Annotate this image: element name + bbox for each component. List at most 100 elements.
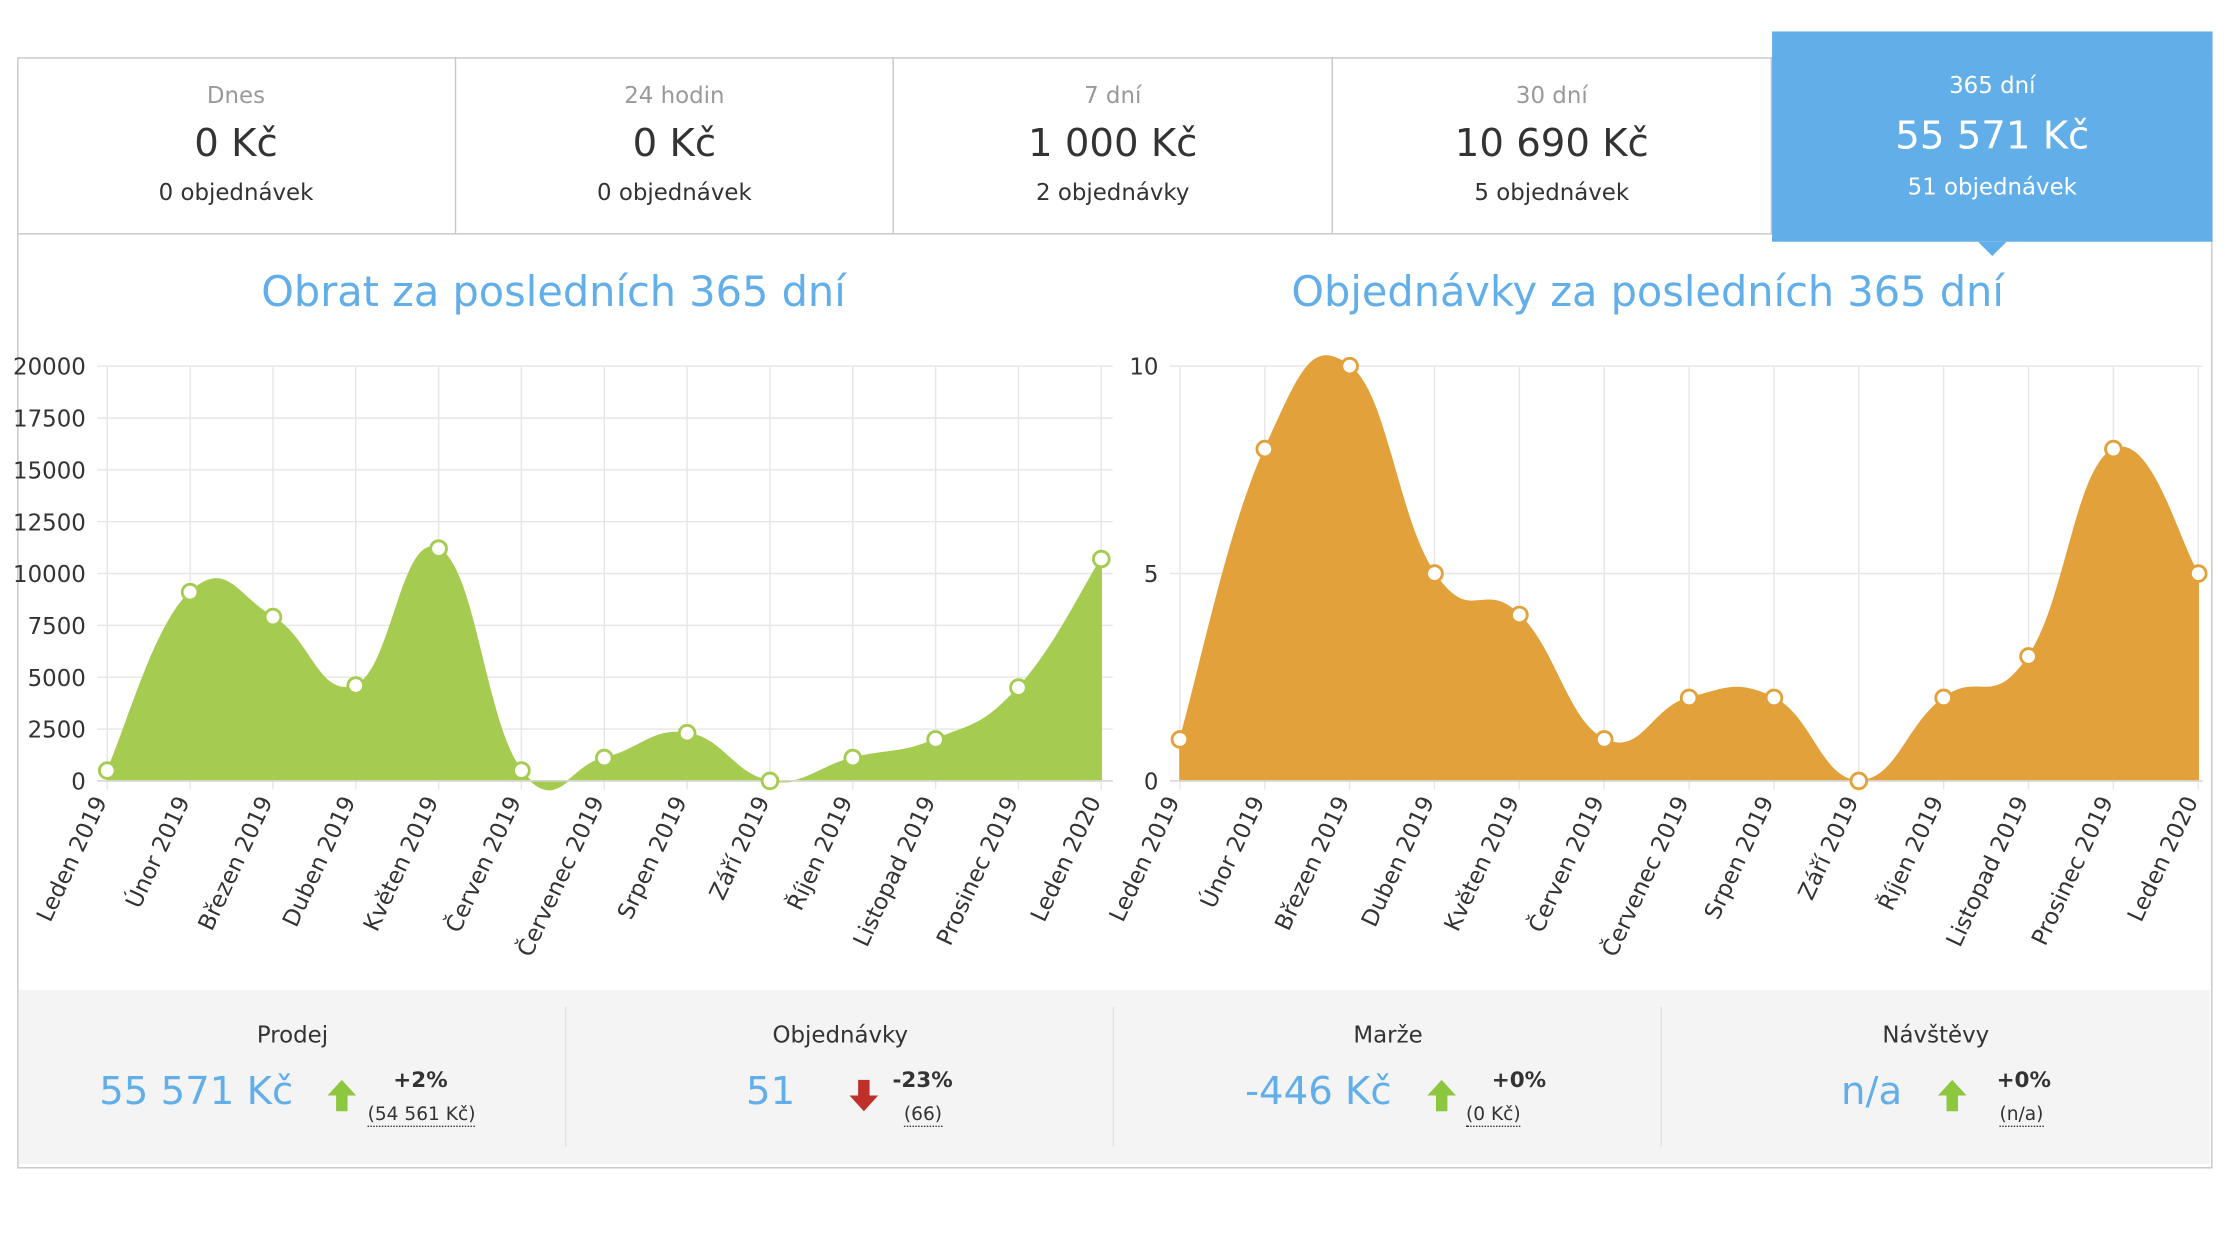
tab-30-days[interactable]: 30 dní 10 690 Kč 5 objednávek — [1332, 57, 1773, 235]
tab-label: Dnes — [206, 81, 266, 109]
orders-area — [1179, 355, 2199, 782]
revenue-data-point — [926, 730, 945, 749]
tab-365-days[interactable]: 365 dní 55 571 Kč 51 objednávek — [1772, 31, 2213, 257]
revenue-data-point — [594, 748, 614, 768]
tab-24-hours[interactable]: 24 hodin 0 Kč 0 objednávek — [456, 57, 894, 235]
x-tick-label: Červenec 2019 — [511, 792, 610, 961]
y-tick-label: 0 — [71, 769, 86, 795]
x-tick-label: Leden 2019 — [1105, 792, 1186, 925]
revenue-data-point — [512, 761, 531, 780]
y-tick-label: 15000 — [13, 458, 86, 484]
stat-label: Marže — [1353, 1021, 1423, 1049]
y-tick-label: 2500 — [28, 718, 86, 744]
revenue-data-point — [429, 539, 448, 558]
x-tick-label: Květen 2019 — [359, 792, 444, 935]
tab-revenue: 55 571 Kč — [1895, 114, 2090, 159]
y-tick-label: 0 — [1144, 769, 1159, 795]
stat-label: Návštěvy — [1882, 1021, 1990, 1049]
tab-orders: 0 objednávek — [158, 178, 314, 206]
stat-sales: Prodej 55 571 Kč +2% (54 561 Kč) — [19, 990, 567, 1164]
revenue-data-point — [843, 748, 863, 768]
stat-change: +2% — [393, 1066, 448, 1093]
x-tick-label: Listopad 2019 — [1942, 792, 2034, 950]
x-tick-label: Duben 2019 — [1357, 792, 1440, 931]
stat-previous[interactable]: (54 561 Kč) — [367, 1104, 476, 1128]
y-tick-label: 5 — [1144, 562, 1159, 588]
stat-change: +0% — [1491, 1066, 1547, 1093]
x-tick-label: Duben 2019 — [278, 792, 361, 931]
stat-previous[interactable]: (0 Kč) — [1465, 1104, 1521, 1128]
orders-data-point — [1510, 605, 1529, 625]
divider — [564, 1006, 567, 1148]
orders-data-point — [1425, 564, 1444, 583]
tab-7-days[interactable]: 7 dní 1 000 Kč 2 objednávky — [893, 57, 1333, 235]
orders-data-point — [1255, 439, 1275, 459]
stat-value: -446 Kč — [1245, 1069, 1392, 1115]
x-tick-label: Leden 2020 — [2123, 792, 2204, 925]
revenue-data-point — [263, 607, 283, 627]
tab-revenue: 0 Kč — [194, 121, 278, 166]
stat-change: +0% — [1996, 1066, 2052, 1093]
stat-label: Prodej — [256, 1021, 329, 1049]
y-tick-label: 12500 — [13, 510, 86, 536]
orders-data-point — [1934, 688, 1953, 708]
summary-stats: Prodej 55 571 Kč +2% (54 561 Kč) Objedná… — [18, 989, 2210, 1165]
orders-data-point — [1594, 730, 1614, 749]
x-tick-label: Srpen 2019 — [613, 792, 693, 923]
y-tick-label: 10 — [1129, 355, 1158, 381]
tab-label: 7 dní — [1084, 81, 1142, 109]
stat-previous[interactable]: (n/a) — [1999, 1104, 2044, 1128]
stat-orders: Objednávky 51 -23% (66) — [566, 990, 1115, 1164]
revenue-data-point — [1009, 678, 1028, 697]
x-tick-label: Říjen 2019 — [781, 792, 858, 915]
revenue-chart-title: Obrat za posledních 365 dní — [261, 267, 846, 317]
x-tick-label: Říjen 2019 — [1872, 792, 1949, 915]
active-tab-caret — [1977, 241, 2007, 257]
x-tick-label: Březen 2019 — [194, 792, 279, 934]
stat-value: 55 571 Kč — [99, 1069, 294, 1115]
arrow-up-icon — [327, 1079, 357, 1112]
x-tick-label: Květen 2019 — [1440, 792, 1525, 935]
x-tick-label: Červen 2019 — [439, 792, 527, 937]
x-tick-label: Červen 2019 — [1522, 792, 1610, 937]
x-tick-label: Prosinec 2019 — [2027, 792, 2119, 949]
tab-label: 30 dní — [1515, 81, 1588, 109]
x-tick-label: Červenec 2019 — [1596, 792, 1695, 961]
orders-data-point — [1170, 730, 1190, 749]
period-tabs: Dnes 0 Kč 0 objednávek 24 hodin 0 Kč 0 o… — [17, 31, 2213, 257]
tab-orders: 2 objednávky — [1036, 178, 1190, 206]
orders-data-point — [2188, 564, 2208, 583]
revenue-data-point — [180, 582, 200, 602]
stat-margin: Marže -446 Kč +0% (0 Kč) — [1114, 990, 1662, 1164]
stat-value: n/a — [1841, 1069, 1903, 1115]
x-tick-label: Listopad 2019 — [849, 792, 941, 950]
orders-chart-title: Objednávky za posledních 365 dní — [1291, 267, 2004, 317]
arrow-down-icon — [849, 1079, 879, 1112]
divider — [1660, 1006, 1662, 1148]
y-tick-label: 10000 — [13, 562, 86, 588]
x-tick-label: Leden 2020 — [1026, 792, 1107, 925]
y-tick-label: 20000 — [13, 355, 86, 381]
orders-data-point — [1340, 356, 1359, 376]
x-tick-label: Březen 2019 — [1270, 792, 1355, 934]
orders-data-point — [2019, 647, 2038, 666]
stat-change: -23% — [892, 1066, 953, 1093]
stat-previous[interactable]: (66) — [903, 1104, 943, 1128]
x-tick-label: Srpen 2019 — [1700, 792, 1780, 923]
stat-label: Objednávky — [772, 1021, 909, 1049]
y-tick-label: 17500 — [13, 407, 86, 433]
x-tick-label: Prosinec 2019 — [932, 792, 1024, 949]
revenue-data-point — [1091, 549, 1111, 569]
tab-today[interactable]: Dnes 0 Kč 0 objednávek — [17, 57, 457, 235]
divider — [1112, 1006, 1115, 1148]
tab-label: 365 dní — [1949, 71, 2036, 99]
arrow-up-icon — [1427, 1079, 1456, 1112]
arrow-up-icon — [1937, 1079, 1967, 1112]
x-tick-label: Leden 2019 — [32, 792, 113, 925]
stat-visits: Návštěvy n/a +0% (n/a) — [1662, 990, 2210, 1164]
dashboard-frame — [17, 57, 2213, 1169]
x-tick-label: Únor 2019 — [1194, 792, 1270, 913]
orders-data-point — [2104, 439, 2123, 459]
revenue-data-point — [677, 723, 697, 743]
tab-orders: 0 objednávek — [596, 178, 752, 206]
